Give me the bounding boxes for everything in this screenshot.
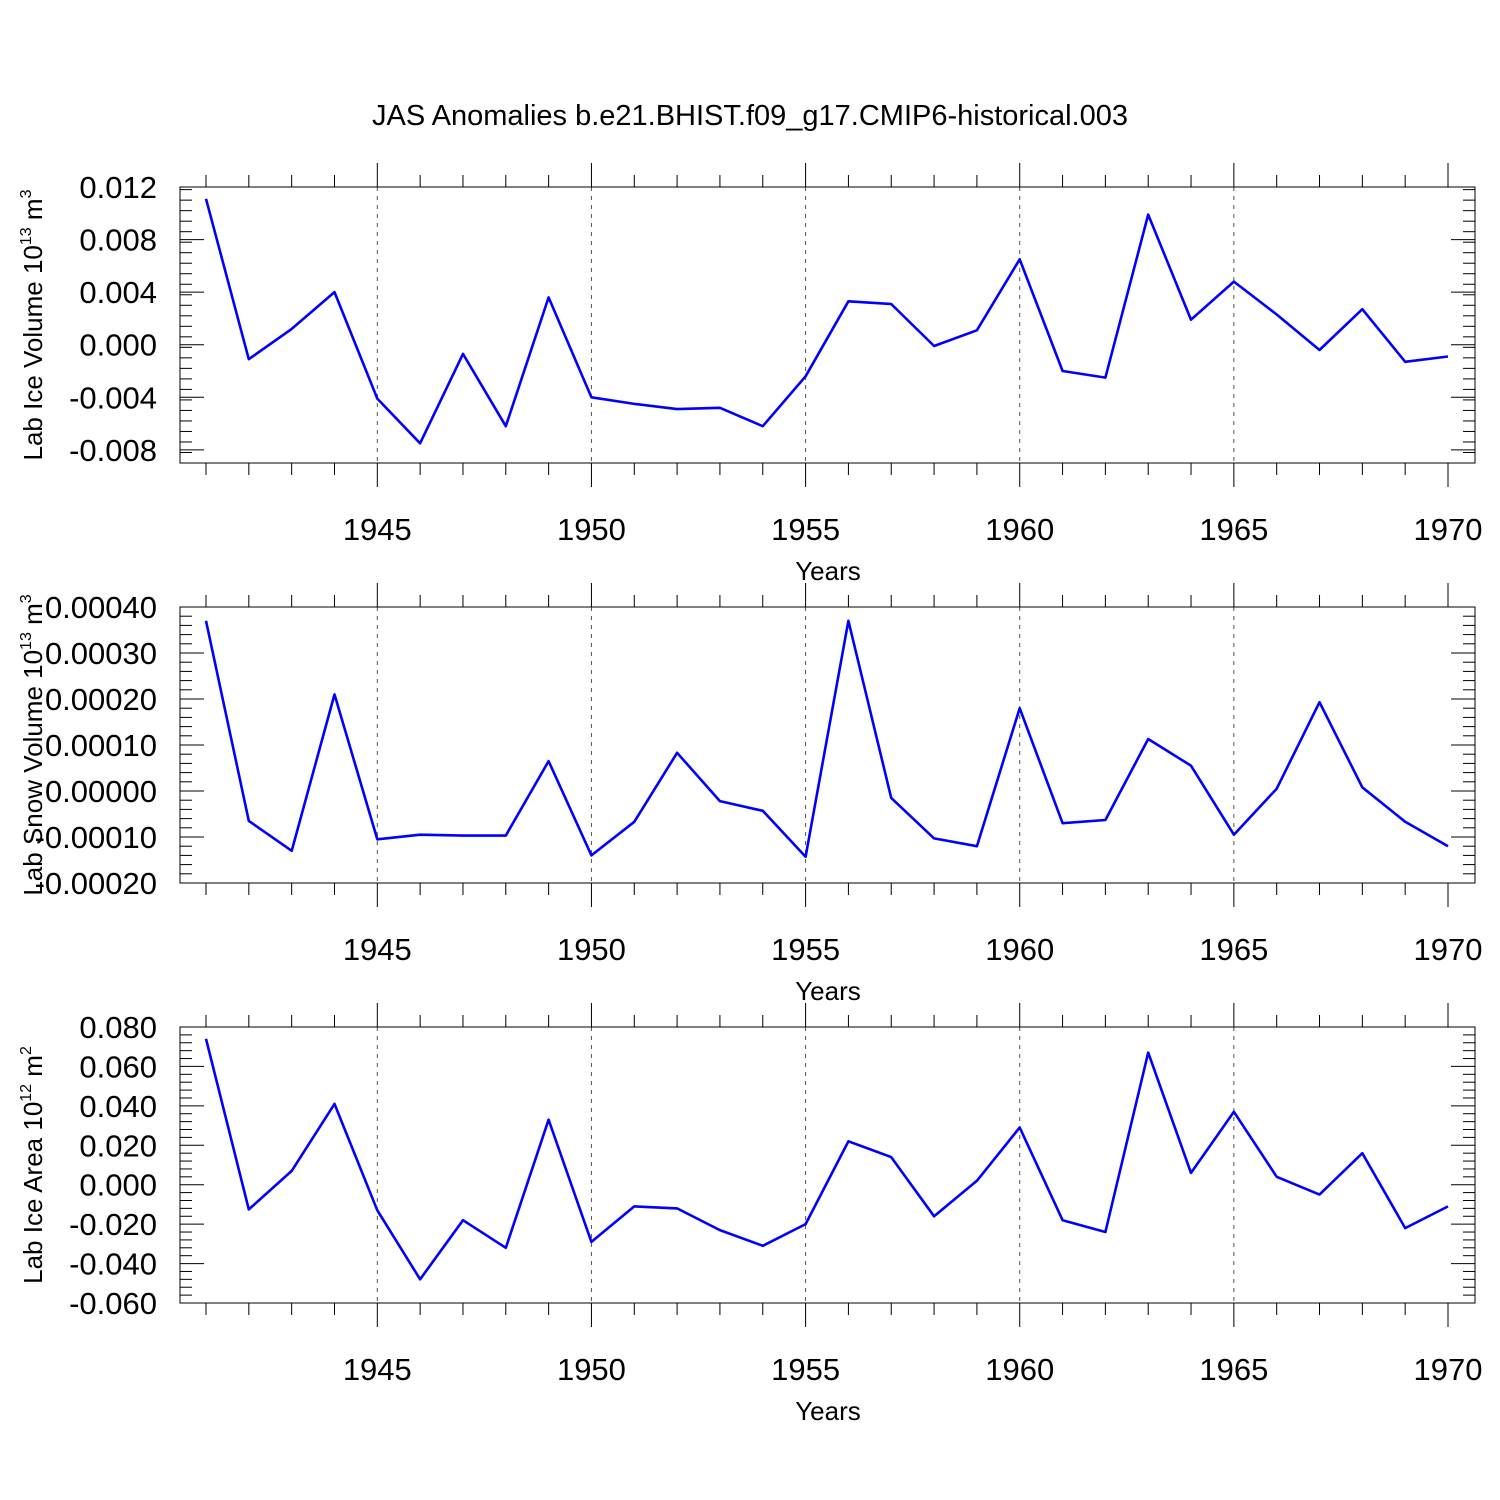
x-tick-label: 1965: [1199, 1352, 1268, 1387]
series-line-ice-volume: [204, 198, 1449, 445]
x-tick-label: 1950: [557, 932, 626, 967]
x-tick-label: 1965: [1199, 932, 1268, 967]
y-tick-label: 0.000: [79, 1168, 157, 1203]
y-axis-label: Lab Snow Volume 1013 m3: [18, 594, 48, 895]
plot-frame: [179, 1026, 1476, 1304]
y-tick-label: 0.00020: [45, 682, 157, 717]
x-axis-label: Years: [795, 976, 861, 1006]
x-axis-label: Years: [795, 556, 861, 586]
x-tick-label: 1945: [343, 932, 412, 967]
panels: 1945 1950 1955 1960 1965 1970 0.012 0.008 0.004 0…: [18, 163, 1482, 1426]
y-tick-label: 0.000: [79, 328, 157, 363]
y-tick-label: 0.080: [79, 1010, 157, 1045]
y-tick-label: 0.00030: [45, 636, 157, 671]
plot-frame: [179, 606, 1476, 884]
y-tick-label: -0.008: [69, 433, 157, 468]
panel-ice-area: 1945 1950 1955 1960 1965 1970 0.080 0.060 0.040 0…: [18, 1003, 1482, 1426]
y-tick-label: -0.040: [69, 1247, 157, 1282]
y-tick-label: 0.012: [79, 170, 157, 205]
panel-ice-volume: 1945 1950 1955 1960 1965 1970 0.012 0.008 0.004 0…: [18, 163, 1482, 586]
x-tick-label: 1955: [771, 932, 840, 967]
y-tick-label: -0.00010: [35, 820, 157, 855]
y-tick-label: 0.00010: [45, 728, 157, 763]
y-tick-label: -0.020: [69, 1207, 157, 1242]
x-tick-label: 1950: [557, 512, 626, 547]
x-axis-label: Years: [795, 1396, 861, 1426]
x-tick-label: 1955: [771, 1352, 840, 1387]
y-tick-label: 0.00000: [45, 774, 157, 809]
y-tick-label: -0.060: [69, 1286, 157, 1321]
y-tick-label: 0.00040: [45, 590, 157, 625]
series-line-snow-volume: [204, 619, 1449, 859]
x-tick-label: 1945: [343, 512, 412, 547]
series-line-ice-area: [204, 1038, 1449, 1281]
x-tick-label: 1955: [771, 512, 840, 547]
x-tick-label: 1960: [985, 932, 1054, 967]
x-tick-label: 1945: [343, 1352, 412, 1387]
y-tick-label: 0.008: [79, 223, 157, 258]
y-tick-label: -0.004: [69, 380, 157, 415]
x-tick-label: 1960: [985, 512, 1054, 547]
x-tick-label: 1965: [1199, 512, 1268, 547]
y-tick-label: 0.040: [79, 1089, 157, 1124]
figure-title: JAS Anomalies b.e21.BHIST.f09_g17.CMIP6-…: [372, 100, 1128, 132]
x-tick-label: 1970: [1414, 512, 1483, 547]
y-axis-label: Lab Ice Volume 1013 m3: [18, 189, 48, 460]
panel-snow-volume: 1945 1950 1955 1960 1965 1970 0.00040 0.00030 0.…: [18, 583, 1482, 1006]
x-tick-label: 1960: [985, 1352, 1054, 1387]
y-tick-label: 0.020: [79, 1128, 157, 1163]
y-tick-label: -0.00020: [35, 866, 157, 901]
y-tick-label: 0.004: [79, 275, 157, 310]
y-axis-label: Lab Ice Area 1012 m2: [18, 1046, 48, 1284]
x-tick-label: 1970: [1414, 932, 1483, 967]
x-tick-label: 1970: [1414, 1352, 1483, 1387]
plot-frame: [179, 186, 1476, 464]
y-tick-label: 0.060: [79, 1049, 157, 1084]
x-tick-label: 1950: [557, 1352, 626, 1387]
